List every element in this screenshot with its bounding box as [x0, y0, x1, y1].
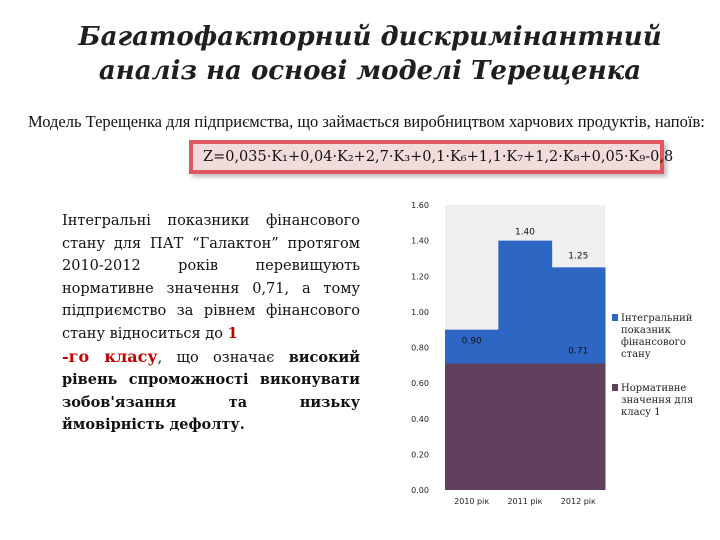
- y-tick-label: 0.60: [411, 379, 429, 388]
- legend-label-2: Нормативне: [621, 383, 686, 394]
- legend-swatch-1: [612, 314, 618, 321]
- formula-box: Z=0,035·K₁+0,04·K₂+2,7·K₃+0,1·K₆+1,1·K₇+…: [189, 140, 673, 174]
- class-label: -го класу: [62, 346, 158, 366]
- title-line-1: Багатофакторний дискримінантний: [78, 22, 662, 52]
- y-tick-label: 1.60: [411, 201, 429, 210]
- legend-label-1: Інтегральний: [621, 313, 693, 324]
- y-tick-label: 1.40: [411, 237, 429, 246]
- x-tick-label: 2012 рік: [561, 497, 596, 506]
- x-tick-label: 2010 рік: [454, 497, 489, 506]
- y-tick-label: 1.00: [411, 308, 429, 317]
- data-label-2010: 0.90: [462, 337, 482, 347]
- legend-label-2: значення для: [621, 395, 693, 406]
- page-title: Багатофакторний дискримінантний аналіз н…: [60, 20, 680, 88]
- normative-step-2: [498, 363, 553, 490]
- model-description: Модель Терещенка для підприємства, що за…: [28, 112, 705, 131]
- normative-step-1: [445, 363, 499, 490]
- y-tick-label: 0.20: [411, 450, 429, 459]
- legend-swatch-2: [612, 384, 618, 391]
- legend-label-2: класу 1: [621, 407, 661, 418]
- y-tick-label: 1.20: [411, 272, 429, 281]
- legend-label-1: стану: [621, 349, 651, 360]
- y-tick-label: 0.80: [411, 344, 429, 353]
- conclusion-part-3: високий рівень спроможності виконувати з…: [62, 348, 361, 434]
- conclusion-part-1: Інтегральні показники фінансового стану …: [62, 213, 360, 342]
- financial-state-chart: 0.00 0.20 0.40 0.60 0.80 1.00 1.20 1.40 1.60 2010…: [411, 201, 693, 506]
- conclusion-text: Інтегральні показники фінансового стану …: [62, 210, 360, 437]
- y-tick-label: 0.00: [411, 486, 429, 495]
- conclusion-part-2: , що означає: [157, 349, 275, 366]
- class-number: 1: [227, 324, 238, 342]
- data-label-2012: 1.25: [568, 251, 588, 261]
- legend-label-1: показник: [621, 325, 672, 336]
- y-tick-label: 0.40: [411, 415, 429, 424]
- data-label-2011: 1.40: [515, 228, 535, 238]
- x-tick-label: 2011 рік: [507, 497, 542, 506]
- legend-label-1: фінансового: [621, 337, 686, 348]
- normative-step-3: [551, 363, 606, 490]
- data-label-normative: 0.71: [568, 347, 588, 357]
- title-line-2: аналіз на основі моделі Терещенка: [98, 56, 642, 86]
